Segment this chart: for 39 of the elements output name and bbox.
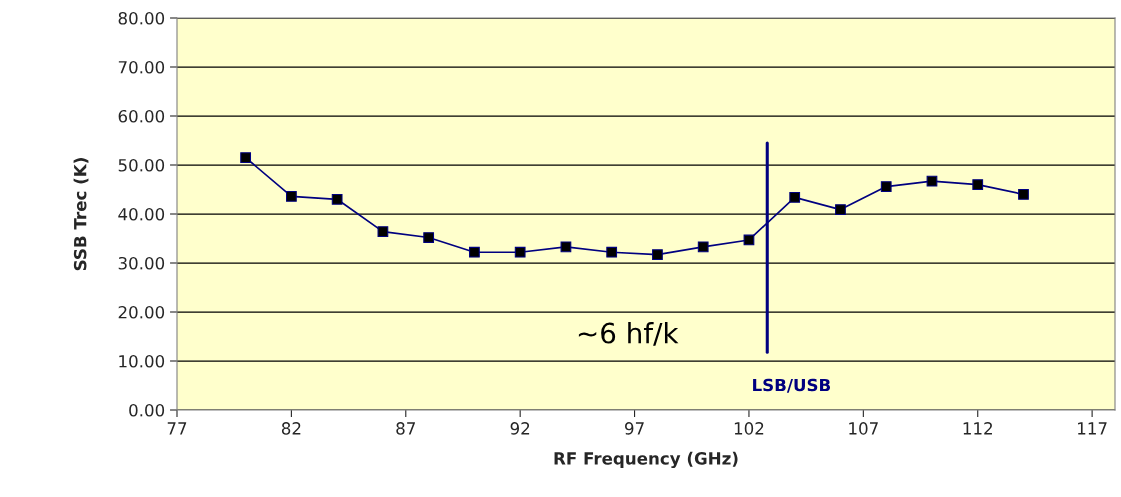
annotation: ~6 hf/k — [578, 322, 679, 346]
point — [697, 241, 709, 253]
y-tick-label: 80.00 — [118, 11, 165, 25]
x-tick-label: 97 — [625, 422, 644, 435]
y-tick-label: 20.00 — [118, 305, 165, 319]
x-tick-label: 102 — [734, 422, 764, 435]
point — [789, 191, 801, 203]
point — [423, 232, 435, 243]
point — [926, 175, 938, 187]
point — [1018, 189, 1029, 200]
point — [560, 241, 572, 253]
x-tick-label: 112 — [963, 422, 992, 435]
y-tick-label: 70.00 — [118, 60, 165, 74]
annotation: LSB/USB — [753, 378, 831, 393]
point — [606, 246, 618, 258]
y-tick-label: 10.00 — [119, 354, 165, 368]
point — [972, 179, 984, 190]
x-tick-label: 92 — [510, 422, 530, 435]
point — [514, 246, 526, 258]
x-tick-label: 87 — [396, 422, 415, 435]
point — [880, 181, 892, 192]
point — [652, 249, 663, 261]
x-tick-label: 117 — [1078, 422, 1107, 435]
x-tick-label: 107 — [849, 422, 878, 435]
point — [240, 152, 252, 164]
x-tick-label: 77 — [167, 422, 187, 435]
point — [286, 190, 297, 202]
point — [331, 193, 343, 205]
point — [469, 246, 480, 258]
y-tick-label: 0.00 — [129, 403, 165, 417]
y-tick-label: 30.00 — [118, 256, 165, 270]
y-tick-label: 50.00 — [118, 158, 165, 172]
x-axis-title: RF Frequency (GHz) — [554, 451, 738, 469]
y-tick-label: 40.00 — [118, 207, 165, 221]
point — [835, 204, 846, 215]
y-tick-label: 60.00 — [118, 109, 165, 123]
x-tick-label: 82 — [281, 422, 301, 435]
point — [377, 226, 389, 238]
y-axis-title: SSB Trec (K) — [73, 158, 89, 271]
